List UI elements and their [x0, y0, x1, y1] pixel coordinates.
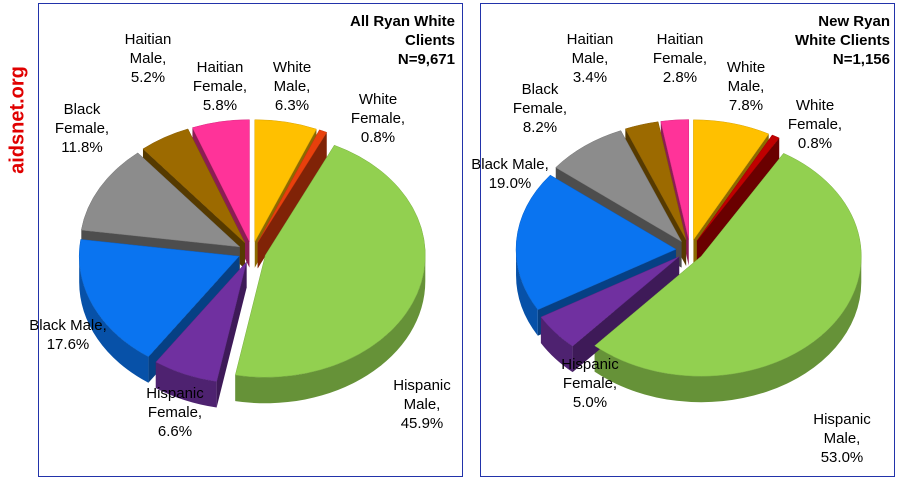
value-label: 45.9% — [400, 415, 444, 432]
slice — [693, 119, 770, 241]
data-label: White Male, 6.3% — [253, 58, 331, 115]
value-label: 3.4% — [572, 69, 608, 86]
slice — [142, 128, 246, 244]
value-label: 7.8% — [728, 97, 764, 114]
value-label: 17.6% — [46, 336, 90, 353]
slice-side — [540, 317, 573, 373]
slice-wall — [216, 261, 247, 408]
value-label: 5.2% — [130, 69, 166, 86]
side-label: aidsnet.org — [6, 66, 29, 174]
value-label: 0.8% — [797, 135, 833, 152]
data-label: Black Male, 19.0% — [471, 155, 549, 193]
slice — [696, 134, 780, 242]
slice — [81, 152, 241, 248]
category-label: White Male, — [726, 59, 766, 95]
data-label: Hispanic Female, 5.0% — [551, 355, 629, 412]
slice — [155, 261, 247, 382]
pie — [515, 119, 862, 403]
data-label: Black Female, 8.2% — [501, 80, 579, 137]
category-label: White Male, — [272, 59, 312, 95]
slice — [624, 121, 687, 241]
slice-wall — [257, 132, 327, 269]
data-label: Hispanic Male, 45.9% — [383, 376, 461, 433]
slice-wall — [696, 137, 780, 267]
category-label: Black Female, — [54, 101, 110, 137]
slice — [660, 119, 690, 240]
data-label: White Female, 0.8% — [339, 90, 417, 147]
slice-side — [79, 256, 149, 383]
slice — [540, 256, 680, 347]
value-label: 5.8% — [202, 97, 238, 114]
chart-subtitle: N=9,671 — [397, 51, 455, 68]
category-label: Black Male, — [471, 156, 549, 173]
chart-panel — [480, 3, 895, 477]
slice — [594, 153, 862, 377]
chart-subtitle: N=1,156 — [832, 51, 890, 68]
value-label: 6.6% — [157, 423, 193, 440]
category-label: Haitian Female, — [192, 59, 248, 95]
data-label: Black Male, 17.6% — [29, 316, 107, 354]
category-label: Hispanic Female, — [561, 356, 619, 392]
category-label: White Female, — [787, 97, 843, 133]
slice — [515, 174, 677, 311]
category-label: Hispanic Female, — [146, 385, 204, 421]
value-label: 8.2% — [522, 119, 558, 136]
category-label: Haitian Male, — [566, 31, 614, 67]
value-label: 53.0% — [820, 449, 864, 466]
data-label: Haitian Female, 5.8% — [181, 58, 259, 115]
data-label: White Female, 0.8% — [776, 96, 854, 153]
value-label: 6.3% — [274, 97, 310, 114]
chart-title-box: All Ryan White Clients N=9,671 — [345, 12, 455, 69]
category-label: Haitian Male, — [124, 31, 172, 67]
slice-side — [594, 256, 862, 403]
data-label: Black Female, 11.8% — [43, 100, 121, 157]
category-label: Hispanic Male, — [393, 377, 451, 413]
value-label: 0.8% — [360, 129, 396, 146]
category-label: White Female, — [350, 91, 406, 127]
data-label: Hispanic Male, 53.0% — [803, 410, 881, 467]
chart-title: New Ryan White Clients — [794, 13, 890, 49]
value-label: 2.8% — [662, 69, 698, 86]
category-label: Black Male, — [29, 317, 107, 334]
slice — [192, 119, 250, 242]
slice-side — [155, 362, 217, 408]
slice — [235, 144, 426, 378]
slice-side — [235, 255, 426, 404]
slice — [254, 119, 317, 242]
data-label: White Male, 7.8% — [707, 58, 785, 115]
category-label: Hispanic Male, — [813, 411, 871, 447]
slice — [555, 130, 683, 243]
category-label: Black Female, — [512, 81, 568, 117]
pie — [78, 119, 426, 408]
data-label: Hispanic Female, 6.6% — [136, 384, 214, 441]
data-label: Haitian Male, 3.4% — [551, 30, 629, 87]
slice-side — [516, 249, 538, 336]
value-label: 5.0% — [572, 394, 608, 411]
slice — [257, 129, 328, 243]
chart-panel — [38, 3, 463, 477]
data-label: Haitian Female, 2.8% — [641, 30, 719, 87]
chart-title-box: New Ryan White Clients N=1,156 — [780, 12, 890, 69]
category-label: Haitian Female, — [652, 31, 708, 67]
value-label: 19.0% — [488, 175, 532, 192]
data-label: Haitian Male, 5.2% — [109, 30, 187, 87]
chart-title: All Ryan White Clients — [349, 13, 455, 49]
slice — [78, 239, 240, 358]
value-label: 11.8% — [61, 139, 103, 156]
